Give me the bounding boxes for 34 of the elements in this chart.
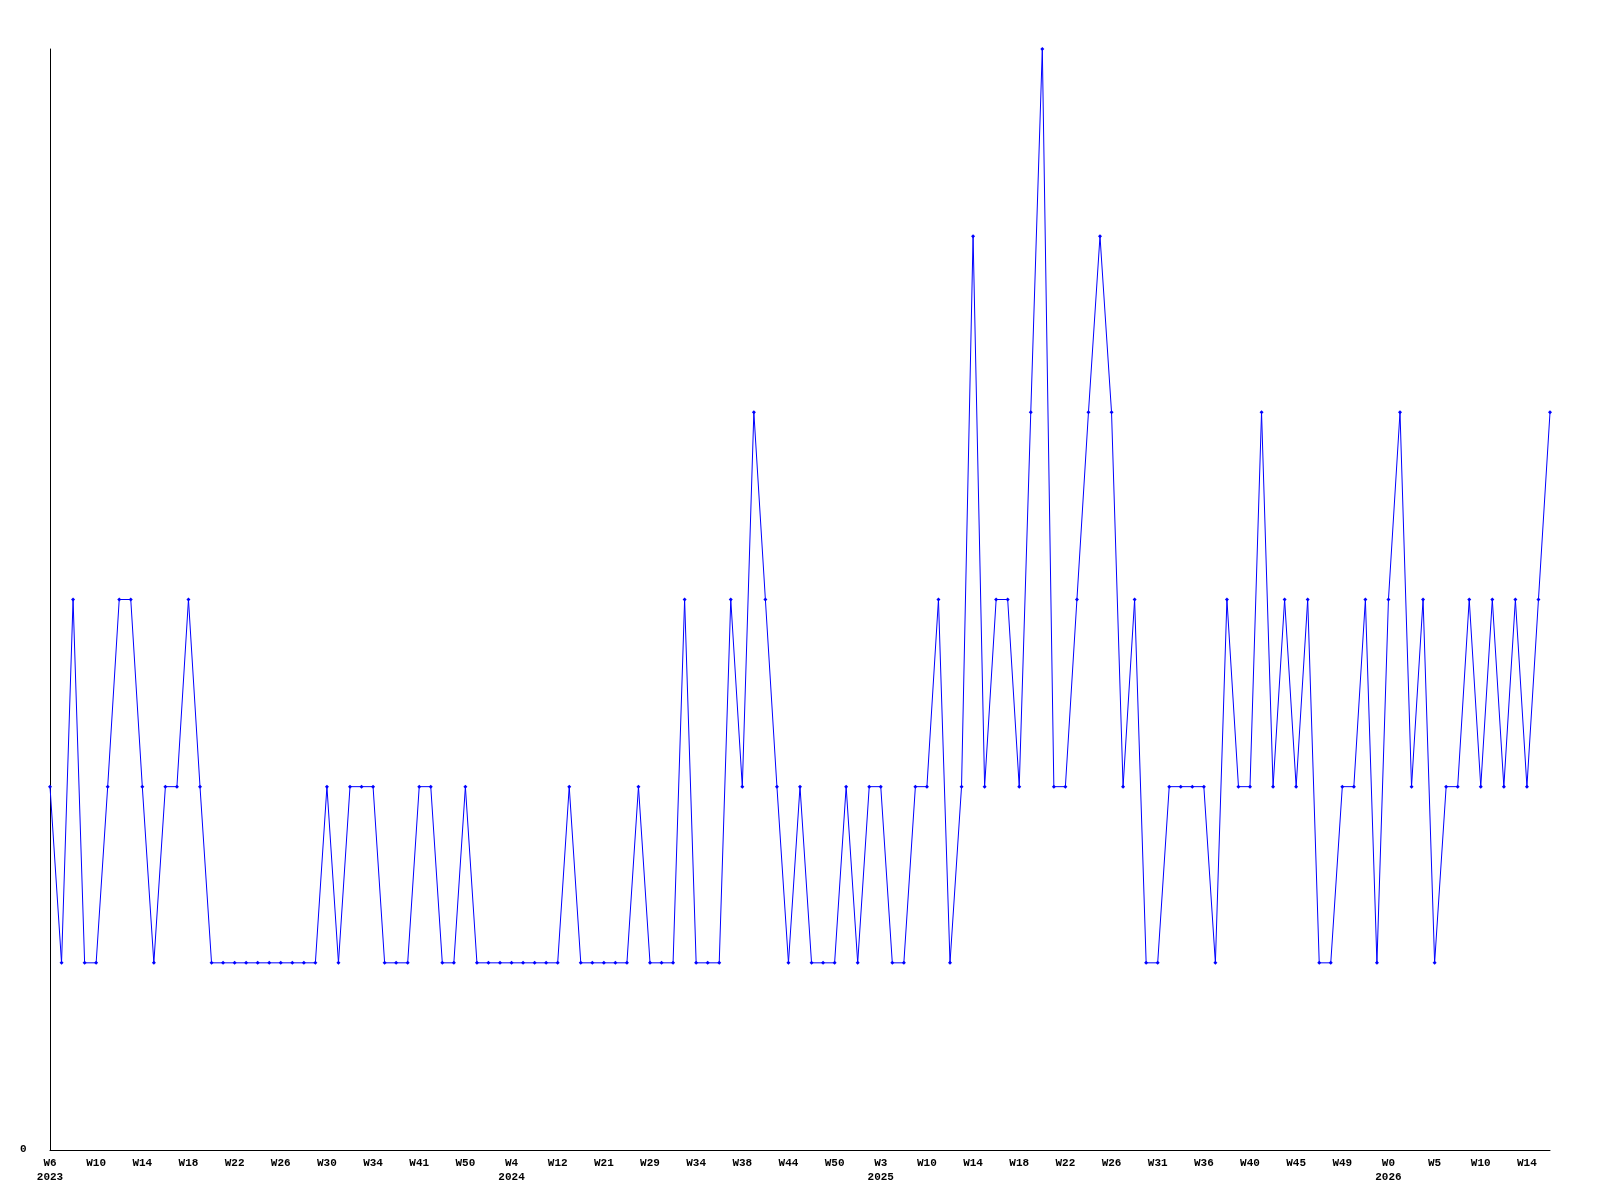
x-tick-label: W14 — [963, 1157, 984, 1169]
x-tick-label: W4 2024 — [498, 1157, 526, 1183]
x-tick-label: W31 — [1147, 1157, 1168, 1169]
x-tick-label: W0 2026 — [1375, 1157, 1402, 1183]
x-tick-label: W26 — [270, 1157, 291, 1169]
x-tick-label: W18 — [178, 1157, 199, 1169]
x-tick-label: W49 — [1332, 1157, 1353, 1169]
x-tick-label: W38 — [732, 1157, 753, 1169]
text: 0 — [20, 1142, 27, 1155]
x-tick-label: W21 — [593, 1157, 615, 1169]
x-tick-label: W34 — [363, 1157, 384, 1169]
x-tick-label: W3 2025 — [867, 1157, 895, 1183]
x-tick-label: W44 — [778, 1157, 799, 1169]
x-tick-label: W5 — [1428, 1157, 1442, 1169]
x-tick-label: W30 — [317, 1157, 337, 1169]
x-tick-label: W10 — [86, 1157, 107, 1169]
x-tick-label: W14 — [1517, 1157, 1538, 1169]
x-tick-label: W6 2023 — [36, 1157, 64, 1183]
x-tick-label: W22 — [1055, 1157, 1076, 1169]
x-tick-label: W22 — [224, 1157, 245, 1169]
x-tick-label: W41 — [409, 1157, 430, 1169]
x-tick-label: W29 — [640, 1157, 660, 1169]
x-tick-label: W10 — [917, 1157, 937, 1169]
x-tick-label: W40 — [1240, 1157, 1260, 1169]
x-tick-label: W45 — [1286, 1157, 1307, 1169]
x-tick-label: W10 — [1470, 1157, 1491, 1169]
x-tick-label: W36 — [1193, 1157, 1214, 1169]
x-tick-label: W50 — [824, 1157, 845, 1169]
x-tick-label: W14 — [132, 1157, 153, 1169]
x-tick-label: W34 — [686, 1157, 707, 1169]
x-tick-label: W18 — [1009, 1157, 1030, 1169]
x-tick-label: W12 — [547, 1157, 568, 1169]
x-tick-label: W26 — [1101, 1157, 1122, 1169]
x-tick-label: W50 — [455, 1157, 476, 1169]
